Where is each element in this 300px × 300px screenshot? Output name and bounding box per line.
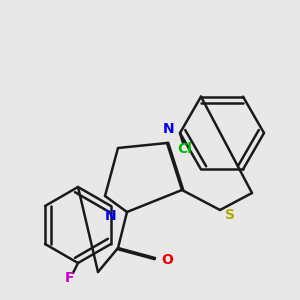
Text: N: N: [105, 209, 117, 223]
Text: N: N: [163, 122, 175, 136]
Text: S: S: [225, 208, 235, 222]
Text: Cl: Cl: [178, 142, 192, 156]
Text: F: F: [65, 271, 75, 285]
Text: O: O: [161, 253, 173, 267]
